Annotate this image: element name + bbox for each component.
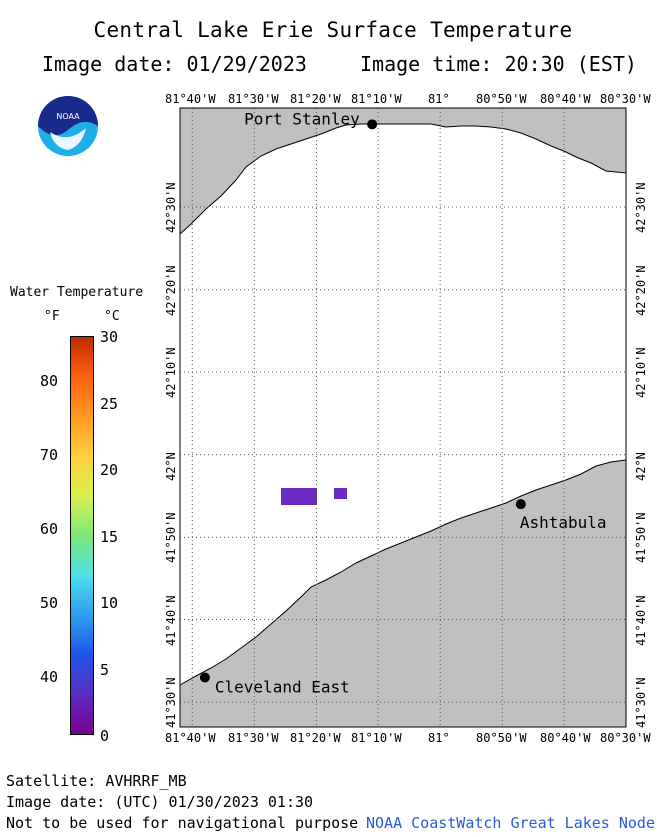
lon-tick-bottom: 80°40'W — [540, 731, 591, 745]
lat-tick-right: 41°30'N — [634, 677, 648, 729]
satellite-label: Satellite: AVHRRF_MB — [6, 772, 187, 790]
lat-tick-left: 41°30'N — [164, 677, 178, 729]
lon-tick-top: 80°50'W — [476, 92, 527, 106]
legend-f-label: 50 — [40, 594, 59, 612]
ohio-shore — [179, 459, 627, 728]
lon-tick-top: 80°30'W — [600, 92, 651, 106]
city-markers: Port Stanley Ashtabula Cleveland East — [199, 109, 607, 696]
lat-tick-left: 41°50'N — [164, 512, 178, 564]
canada-shore — [179, 107, 627, 236]
lat-tick-right: 42°N — [634, 451, 648, 481]
lat-tick-left: 41°40'N — [164, 594, 178, 646]
lat-tick-right: 41°40'N — [634, 594, 648, 646]
legend-c-label: 0 — [100, 727, 110, 745]
lat-tick-left: 42°10'N — [164, 347, 178, 398]
legend-f-label: 40 — [40, 668, 59, 686]
legend-f-label: 80 — [40, 372, 59, 390]
lat-tick-right: 41°50'N — [634, 512, 648, 564]
lat-tick-right: 42°30'N — [634, 182, 648, 234]
lon-tick-bottom: 81°20'W — [290, 731, 341, 745]
legend-title: Water Temperature — [10, 285, 144, 300]
legend-f-label: 70 — [40, 446, 59, 464]
credit-label: NOAA CoastWatch Great Lakes Node — [366, 814, 655, 832]
lat-tick-left: 42°20'N — [164, 265, 178, 316]
disclaimer-label: Not to be used for navigational purpose — [6, 814, 359, 832]
noaa-logo: NOAA — [38, 96, 98, 156]
page-title: Central Lake Erie Surface Temperature — [93, 18, 573, 42]
legend-c-label: 25 — [100, 394, 119, 413]
legend-colorbar — [70, 336, 94, 735]
lon-tick-top: 81°20'W — [290, 92, 341, 106]
city-label: Ashtabula — [520, 513, 607, 532]
city-marker — [515, 499, 526, 510]
logo-text: NOAA — [56, 112, 80, 121]
image-time: Image time: 20:30 (EST) — [360, 52, 637, 76]
city-marker — [367, 119, 378, 130]
city-label: Cleveland East — [215, 677, 350, 696]
temperature-pixel — [281, 488, 317, 505]
map-frame — [179, 107, 627, 728]
lon-tick-top: 80°40'W — [540, 92, 591, 106]
legend-f-label: 60 — [40, 520, 59, 538]
lat-tick-right: 42°10'N — [634, 347, 648, 398]
lat-tick-left: 42°N — [164, 451, 178, 481]
legend-c-label: 20 — [100, 461, 119, 479]
lat-tick-left: 42°30'N — [164, 182, 178, 234]
image-date: Image date: 01/29/2023 — [42, 52, 307, 76]
land-layer — [179, 107, 627, 728]
lon-tick-bottom: 80°50'W — [476, 731, 527, 745]
temperature-pixel — [334, 488, 347, 499]
lon-tick-bottom: 81°40'W — [165, 731, 216, 745]
lon-tick-bottom: 81°10'W — [351, 731, 402, 745]
utc-date-label: Image date: (UTC) 01/30/2023 01:30 — [6, 793, 314, 811]
legend-unit-f: °F — [44, 309, 60, 324]
lon-tick-top: 81° — [428, 92, 450, 106]
lon-tick-top: 81°10'W — [351, 92, 402, 106]
lon-tick-bottom: 81° — [428, 731, 450, 745]
city-label: Port Stanley — [244, 109, 360, 128]
city-marker — [199, 672, 210, 683]
lon-tick-top: 81°40'W — [165, 92, 216, 106]
lat-tick-right: 42°20'N — [634, 265, 648, 316]
temperature-pixels — [281, 488, 347, 505]
lon-tick-top: 81°30'W — [228, 92, 279, 106]
lon-tick-bottom: 80°30'W — [600, 731, 651, 745]
legend-c-label: 10 — [100, 594, 119, 612]
legend-c-label: 30 — [100, 328, 119, 346]
legend-unit-c: °C — [104, 309, 120, 324]
legend-c-label: 15 — [100, 527, 119, 546]
legend-c-label: 5 — [100, 660, 110, 679]
lon-tick-bottom: 81°30'W — [228, 731, 279, 745]
